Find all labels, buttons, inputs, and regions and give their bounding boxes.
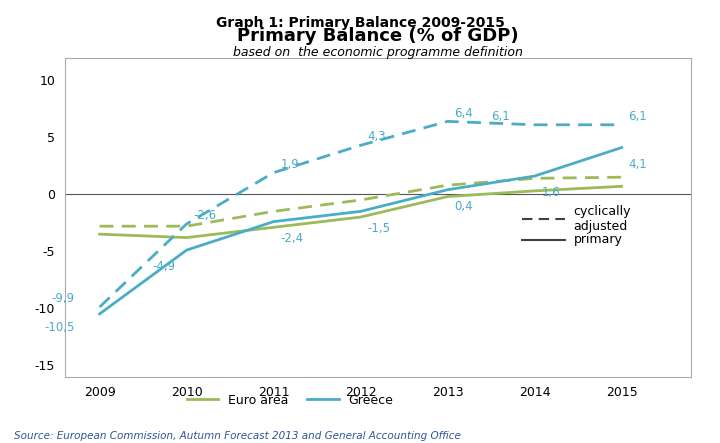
Text: -9,9: -9,9 [51,292,75,305]
Text: primary: primary [574,233,623,246]
Text: based on  the economic programme definition: based on the economic programme definiti… [233,46,523,59]
Text: cyclically
adjusted: cyclically adjusted [574,206,631,233]
Text: 4,1: 4,1 [629,158,647,171]
Text: -10,5: -10,5 [44,321,75,334]
Text: 6,4: 6,4 [454,107,473,120]
Text: 1,6: 1,6 [541,186,560,199]
Text: -1,5: -1,5 [367,222,390,234]
Text: 0,4: 0,4 [454,200,473,213]
Text: Graph 1: Primary Balance 2009-2015: Graph 1: Primary Balance 2009-2015 [215,16,505,30]
Legend: Euro area, Greece: Euro area, Greece [182,389,399,412]
Text: Primary Balance (% of GDP): Primary Balance (% of GDP) [237,27,519,45]
Text: -4,9: -4,9 [153,260,176,273]
Text: Source: European Commission, Autumn Forecast 2013 and General Accounting Office: Source: European Commission, Autumn Fore… [14,431,462,441]
Text: 6,1: 6,1 [491,110,510,123]
Text: -2,4: -2,4 [281,232,304,245]
Text: 6,1: 6,1 [629,110,647,123]
Text: 4,3: 4,3 [367,131,386,144]
Text: 1,9: 1,9 [281,158,300,171]
Text: -2,6: -2,6 [194,209,217,222]
